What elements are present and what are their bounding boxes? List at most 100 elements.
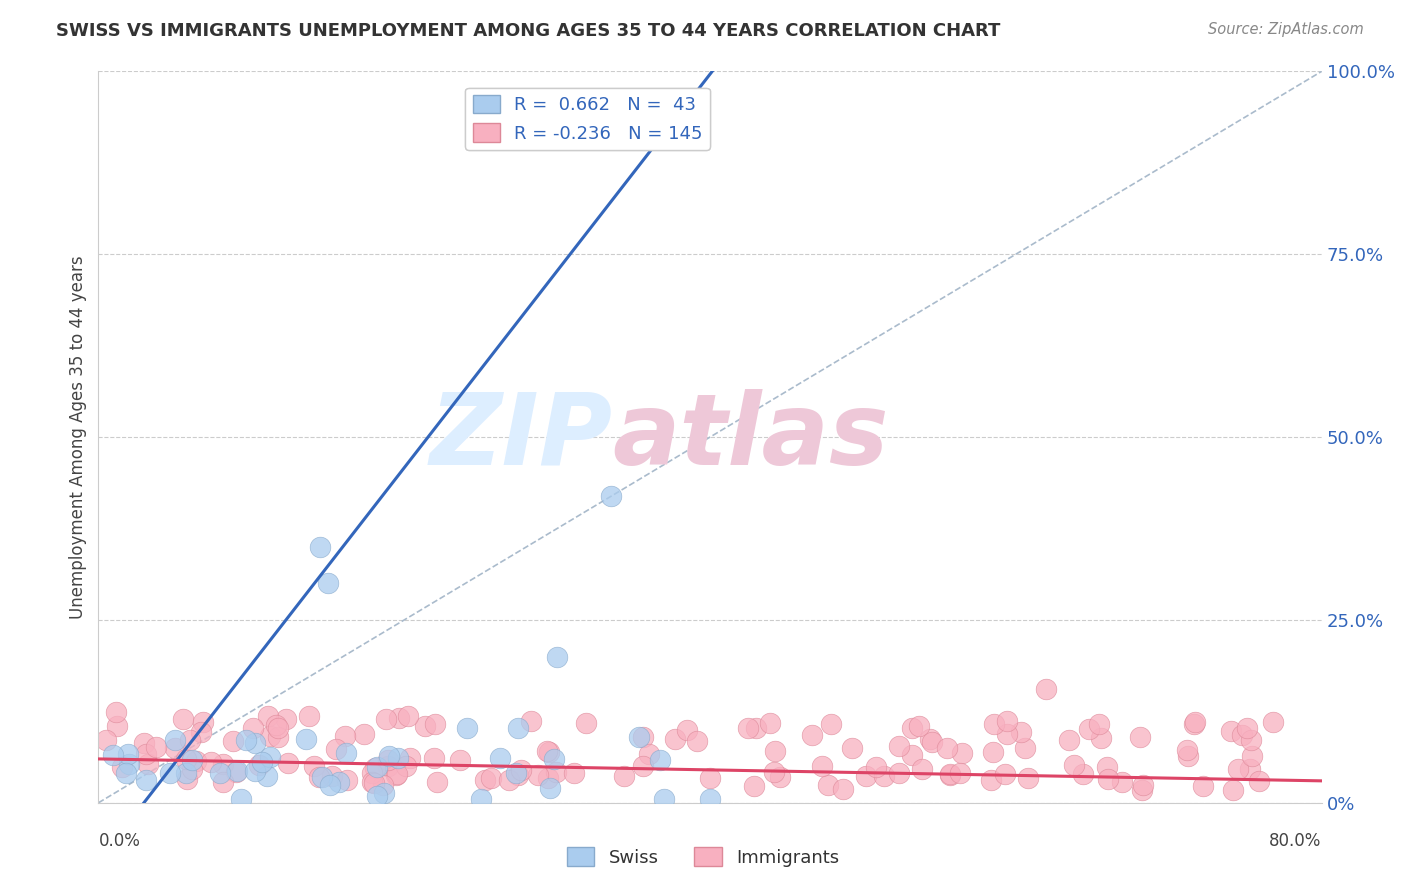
Point	[543, 752, 565, 766]
Point	[225, 765, 247, 780]
Point	[456, 721, 478, 735]
Point	[384, 767, 406, 781]
Point	[509, 763, 531, 777]
Point	[174, 766, 197, 780]
Text: 80.0%: 80.0%	[1270, 832, 1322, 850]
Point	[388, 711, 411, 725]
Point	[395, 759, 418, 773]
Point	[250, 756, 273, 770]
Point	[652, 792, 675, 806]
Point	[995, 727, 1018, 741]
Point	[145, 739, 167, 754]
Point	[398, 751, 420, 765]
Point	[363, 761, 385, 775]
Point	[664, 732, 686, 747]
Point	[1236, 721, 1258, 735]
Point	[505, 766, 527, 780]
Point	[811, 759, 834, 773]
Point	[212, 756, 235, 771]
Point	[179, 733, 201, 747]
Point	[1095, 760, 1118, 774]
Text: ZIP: ZIP	[429, 389, 612, 485]
Point	[174, 751, 197, 765]
Point	[277, 756, 299, 770]
Point	[1239, 762, 1261, 776]
Point	[699, 792, 721, 806]
Point	[304, 759, 326, 773]
Point	[613, 769, 636, 783]
Point	[1059, 732, 1081, 747]
Point	[950, 746, 973, 760]
Point	[114, 765, 136, 780]
Point	[184, 754, 207, 768]
Point	[921, 735, 943, 749]
Point	[873, 769, 896, 783]
Text: atlas: atlas	[612, 389, 889, 485]
Point	[274, 712, 297, 726]
Point	[939, 768, 962, 782]
Point	[361, 775, 384, 789]
Point	[536, 744, 558, 758]
Point	[911, 762, 934, 776]
Point	[901, 747, 924, 762]
Point	[908, 719, 931, 733]
Point	[1241, 748, 1264, 763]
Point	[676, 723, 699, 738]
Point	[1014, 740, 1036, 755]
Point	[176, 772, 198, 786]
Point	[449, 753, 471, 767]
Point	[564, 766, 586, 780]
Point	[159, 766, 181, 780]
Point	[855, 769, 877, 783]
Point	[336, 773, 359, 788]
Point	[111, 759, 134, 773]
Point	[256, 708, 278, 723]
Point	[575, 716, 598, 731]
Point	[165, 741, 187, 756]
Point	[742, 780, 765, 794]
Point	[763, 764, 786, 779]
Point	[316, 576, 339, 591]
Point	[1219, 723, 1241, 738]
Point	[737, 722, 759, 736]
Legend: R =  0.662   N =  43, R = -0.236   N = 145: R = 0.662 N = 43, R = -0.236 N = 145	[465, 87, 710, 150]
Point	[311, 770, 333, 784]
Point	[294, 732, 316, 747]
Point	[172, 713, 194, 727]
Point	[335, 746, 357, 760]
Point	[117, 747, 139, 762]
Point	[1240, 733, 1263, 747]
Point	[245, 764, 267, 778]
Point	[135, 747, 157, 761]
Y-axis label: Unemployment Among Ages 35 to 44 years: Unemployment Among Ages 35 to 44 years	[69, 255, 87, 619]
Point	[887, 766, 910, 780]
Point	[181, 753, 204, 767]
Point	[366, 789, 388, 803]
Point	[325, 742, 347, 756]
Point	[366, 759, 388, 773]
Point	[105, 719, 128, 733]
Point	[267, 730, 290, 744]
Point	[1090, 731, 1112, 746]
Point	[377, 759, 399, 773]
Point	[1232, 728, 1254, 742]
Point	[264, 718, 287, 732]
Point	[538, 745, 561, 759]
Point	[243, 736, 266, 750]
Point	[474, 772, 496, 787]
Point	[1063, 758, 1085, 772]
Point	[983, 716, 1005, 731]
Point	[136, 757, 159, 772]
Point	[633, 730, 655, 744]
Point	[498, 772, 520, 787]
Point	[1071, 766, 1094, 780]
Point	[385, 767, 408, 781]
Point	[745, 721, 768, 735]
Point	[375, 712, 398, 726]
Point	[333, 729, 356, 743]
Point	[1088, 716, 1111, 731]
Point	[377, 753, 399, 767]
Point	[900, 721, 922, 735]
Point	[1077, 722, 1099, 736]
Point	[208, 765, 231, 780]
